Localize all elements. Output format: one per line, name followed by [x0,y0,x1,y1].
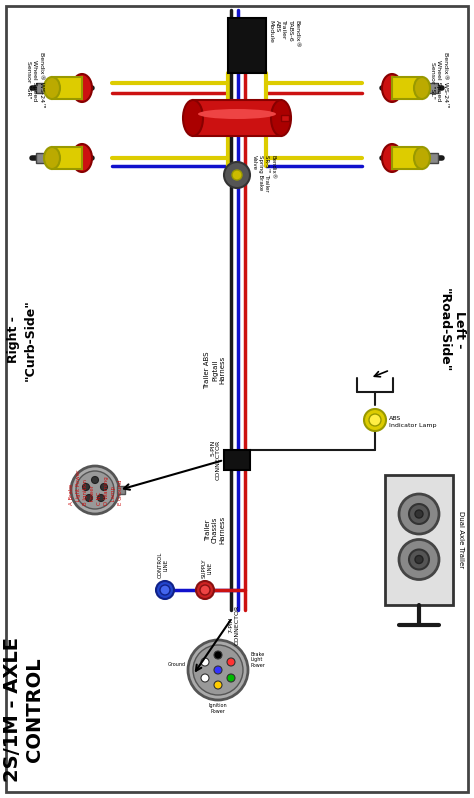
Text: CONTROL
LINE: CONTROL LINE [157,551,168,578]
Bar [228,18,266,73]
Ellipse shape [72,144,92,172]
Circle shape [232,170,242,180]
Bar [52,77,82,99]
Circle shape [227,658,235,666]
Text: Bendix®
TABS-6
Trailer
ABS
Module: Bendix® TABS-6 Trailer ABS Module [268,20,300,48]
Circle shape [364,409,386,431]
Bar [36,153,48,163]
Circle shape [160,585,170,595]
Circle shape [91,476,99,484]
Circle shape [409,550,429,570]
Text: Dual Axle Trailer: Dual Axle Trailer [458,512,464,568]
Circle shape [76,471,114,509]
Text: SUPPLY
LINE: SUPPLY LINE [201,559,212,578]
Circle shape [98,495,104,501]
Text: Ground: Ground [168,662,186,667]
Ellipse shape [382,74,402,102]
Ellipse shape [44,147,60,169]
Bar [52,147,82,169]
Ellipse shape [44,77,60,99]
Circle shape [100,484,108,491]
Bar [36,83,48,93]
Circle shape [82,484,90,491]
Circle shape [214,666,222,674]
Circle shape [188,640,248,700]
Text: A Brake
  Light Power
B Ignition
  Power
C NC
D Warning
  Lamp
E Ground: A Brake Light Power B Ignition Power C N… [69,470,123,505]
Bar [392,147,422,169]
Bar [193,100,281,136]
Bar [426,153,438,163]
Bar [117,486,125,494]
Circle shape [201,658,209,666]
Text: Bendix® WS-24™
Wheel Speed
Sensor "SR": Bendix® WS-24™ Wheel Speed Sensor "SR" [26,52,44,109]
Ellipse shape [198,109,276,119]
Circle shape [224,162,250,188]
Circle shape [196,581,214,599]
Circle shape [85,495,92,501]
Text: Trailer
Chassis
Harness: Trailer Chassis Harness [205,516,225,544]
Bar [281,115,289,121]
Circle shape [399,494,439,534]
Ellipse shape [271,100,291,136]
Circle shape [227,674,235,682]
Circle shape [415,510,423,518]
Circle shape [369,414,381,426]
Circle shape [71,466,119,514]
Text: Ignition
Power: Ignition Power [209,703,228,713]
Text: Trailer ABS
Pigtail
Harness: Trailer ABS Pigtail Harness [204,351,226,389]
Circle shape [156,581,174,599]
Ellipse shape [183,100,203,136]
Text: 7-PIN
CONNECTOR: 7-PIN CONNECTOR [228,605,239,646]
Text: Brake
Light
Power: Brake Light Power [251,652,266,668]
Text: Bendix® WS-24™
Wheel Speed
Sensor "SL": Bendix® WS-24™ Wheel Speed Sensor "SL" [430,52,448,109]
Circle shape [399,539,439,579]
Text: 5-PIN
CONNECTOR: 5-PIN CONNECTOR [210,440,221,480]
Bar [224,450,250,470]
Text: 2S/1M - AXLE
CONTROL: 2S/1M - AXLE CONTROL [3,638,45,783]
Circle shape [415,555,423,563]
Text: Left -
"Road-Side": Left - "Road-Side" [438,288,466,372]
Ellipse shape [414,77,430,99]
Text: Right -
"Curb-Side": Right - "Curb-Side" [8,299,36,381]
Ellipse shape [382,144,402,172]
Bar [385,475,453,605]
Text: ABS
Indicator Lamp: ABS Indicator Lamp [389,417,437,428]
Circle shape [409,504,429,524]
Circle shape [193,645,243,695]
Circle shape [214,651,222,659]
Circle shape [200,585,210,595]
Circle shape [201,674,209,682]
Circle shape [214,681,222,689]
Text: Bendix®
SR-5™ Trailer
Spring Brake
Valve: Bendix® SR-5™ Trailer Spring Brake Valve [252,155,275,192]
Bar [426,83,438,93]
Ellipse shape [72,74,92,102]
Bar [392,77,422,99]
Ellipse shape [414,147,430,169]
